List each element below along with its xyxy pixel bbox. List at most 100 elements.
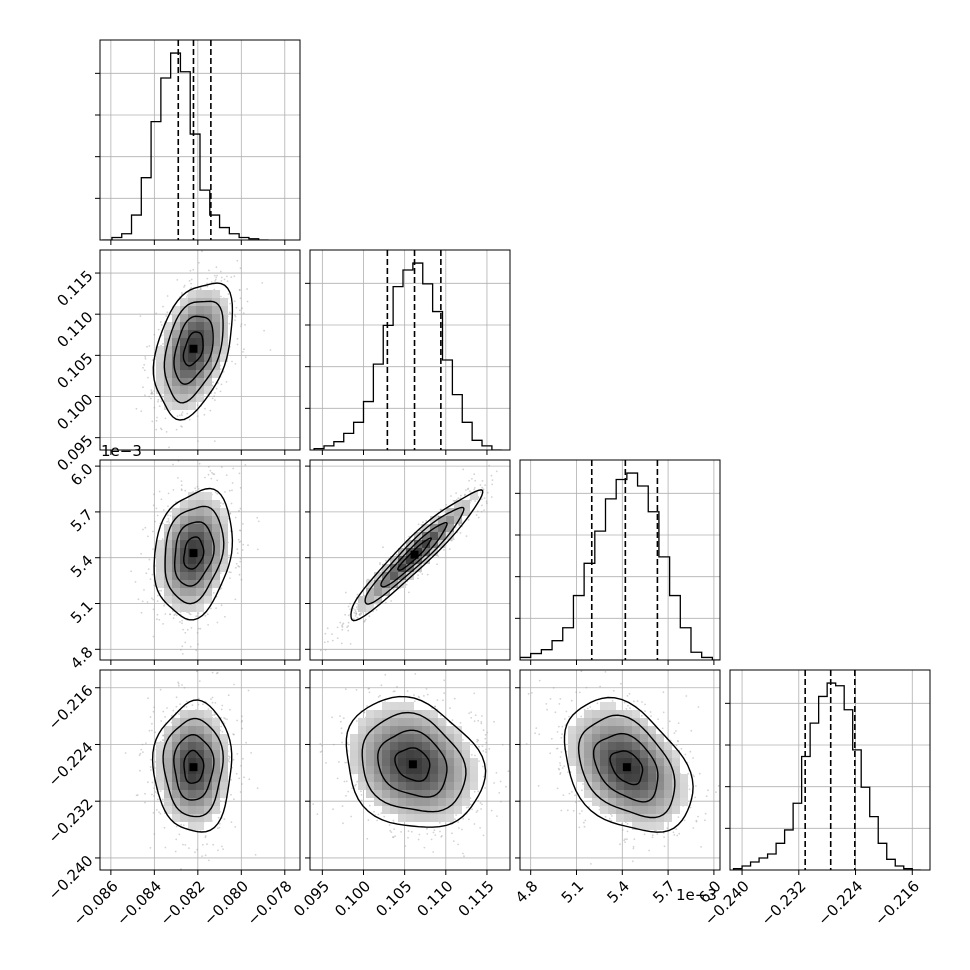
scatter-point — [239, 507, 242, 510]
density-cell — [180, 726, 188, 734]
density-cell — [180, 596, 188, 604]
scatter-point — [150, 758, 152, 761]
scatter-point — [689, 806, 692, 809]
density-cell — [398, 734, 406, 742]
density-cell — [204, 290, 212, 298]
x-tick-label: 0.115 — [455, 877, 498, 920]
scatter-point — [474, 479, 477, 482]
density-cell — [366, 790, 374, 798]
scatter-point — [153, 767, 156, 769]
density-cell — [164, 596, 172, 604]
scatter-point — [321, 744, 323, 747]
density-cell — [390, 726, 398, 734]
density-cell — [608, 806, 616, 814]
scatter-point — [207, 624, 210, 626]
density-cell — [374, 588, 382, 596]
scatter-point — [695, 819, 698, 822]
density-cell — [212, 314, 220, 322]
density-cell — [624, 806, 632, 814]
scatter-point — [585, 686, 588, 689]
density-cell — [204, 338, 212, 346]
scatter-point — [159, 812, 162, 815]
scatter-point — [488, 748, 491, 750]
scatter-point — [228, 760, 231, 763]
scatter-point — [583, 821, 585, 824]
density-cell — [204, 346, 212, 354]
density-cell — [180, 734, 188, 742]
scatter-point — [560, 736, 563, 739]
scatter-point — [377, 696, 380, 698]
scatter-point — [644, 710, 646, 712]
density-cell — [156, 540, 164, 548]
density-cell — [414, 734, 422, 742]
density-cell — [358, 604, 366, 612]
scatter-point — [238, 573, 241, 576]
density-cell — [212, 354, 220, 362]
density-cell — [366, 596, 374, 604]
scatter-point — [206, 613, 209, 616]
density-cell — [438, 742, 446, 750]
density-cell — [390, 718, 398, 726]
scatter-point — [242, 312, 245, 314]
density-cell — [374, 782, 382, 790]
scatter-point — [140, 748, 143, 751]
scatter-point — [155, 428, 158, 431]
scatter-point — [240, 323, 243, 325]
scatter-point — [218, 826, 221, 829]
density-cell — [196, 346, 204, 354]
scatter-point — [166, 311, 169, 314]
scatter-point — [390, 600, 393, 602]
density-cell — [616, 782, 624, 790]
scatter-point — [177, 682, 180, 685]
scatter-point — [340, 727, 343, 730]
scatter-point — [341, 741, 343, 744]
density-cell — [366, 766, 374, 774]
scatter-point — [675, 730, 677, 732]
scatter-point — [623, 701, 626, 704]
scatter-point — [143, 363, 146, 366]
density-cell — [196, 548, 204, 556]
density-cell — [220, 298, 228, 306]
density-cell — [624, 734, 632, 742]
density-cell — [624, 798, 632, 806]
scatter-point — [172, 617, 175, 619]
density-cell — [212, 718, 220, 726]
scatter-point — [156, 618, 158, 621]
scatter-point — [222, 502, 225, 505]
density-cell — [164, 556, 172, 564]
scatter-point — [531, 692, 533, 694]
density-cell — [374, 798, 382, 806]
scatter-point — [164, 846, 167, 849]
density-cell — [616, 798, 624, 806]
scatter-point — [180, 488, 183, 491]
contour-2 — [577, 714, 676, 819]
scatter-point — [211, 696, 214, 699]
y-tick-label: −0.216 — [45, 682, 97, 734]
scatter-point — [226, 280, 229, 283]
scatter-point — [181, 619, 184, 622]
scatter-point — [204, 854, 207, 857]
density-cell — [616, 766, 624, 774]
density-cell — [398, 702, 406, 710]
density-cell — [422, 790, 430, 798]
scatter-point — [423, 846, 426, 849]
density-cell — [624, 742, 632, 750]
density-cell — [648, 726, 656, 734]
density-cell — [454, 742, 462, 750]
scatter-point — [675, 744, 678, 747]
density-cell — [608, 790, 616, 798]
scatter-point — [336, 777, 339, 780]
density-cell — [204, 806, 212, 814]
scatter-point — [238, 509, 240, 512]
density-cell — [164, 370, 172, 378]
scatter-point — [473, 473, 476, 476]
density-cell — [430, 758, 438, 766]
density-cell — [204, 580, 212, 588]
scatter-point — [175, 838, 178, 841]
density-cell — [430, 806, 438, 814]
density-cell — [640, 782, 648, 790]
scatter-point — [331, 716, 333, 719]
density-cell — [438, 540, 446, 548]
scatter-point — [353, 612, 356, 614]
density-cell — [584, 750, 592, 758]
